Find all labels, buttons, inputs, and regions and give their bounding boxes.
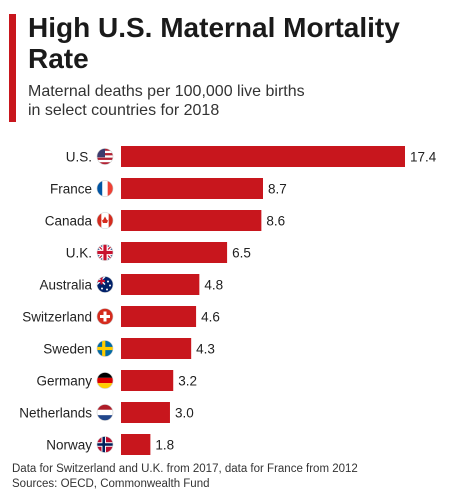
uk-flag-icon	[96, 244, 114, 261]
bar	[121, 146, 405, 167]
bar-row: Canada 8.6	[45, 210, 285, 231]
category-label: Germany	[36, 374, 92, 389]
bar-row: Australia 4.8	[39, 274, 223, 295]
value-label: 8.7	[268, 182, 287, 197]
category-label: Canada	[45, 214, 93, 229]
value-label: 4.3	[196, 342, 215, 357]
bar	[121, 338, 192, 359]
category-label: U.K.	[66, 246, 92, 261]
category-label: Australia	[39, 278, 92, 293]
netherlands-flag-icon	[96, 404, 114, 421]
bar-row: Sweden 4.3	[43, 338, 215, 359]
chart-footer: Data for Switzerland and U.K. from 2017,…	[12, 462, 358, 492]
bar	[121, 306, 197, 327]
value-label: 17.4	[410, 150, 437, 165]
value-label: 3.0	[175, 406, 194, 421]
subtitle-line: in select countries for 2018	[28, 102, 220, 119]
bar	[121, 402, 170, 423]
bar	[121, 210, 262, 231]
bar	[121, 434, 151, 455]
bar-row: Switzerland 4.6	[22, 306, 220, 327]
value-label: 6.5	[232, 246, 251, 261]
value-label: 3.2	[178, 374, 197, 389]
germany-flag-icon	[96, 372, 114, 389]
bar	[121, 274, 200, 295]
bar-row: Norway 1.8	[46, 434, 174, 455]
category-label: France	[50, 182, 92, 197]
value-label: 1.8	[155, 438, 174, 453]
bar	[121, 370, 174, 391]
footnote: Data for Switzerland and U.K. from 2017,…	[12, 463, 358, 475]
value-label: 8.6	[266, 214, 285, 229]
bar	[121, 178, 263, 199]
bar-row: U.S. 17.4	[66, 146, 437, 167]
category-label: Sweden	[43, 342, 92, 357]
bar-chart: U.S. 17.4 France 8.7 Canada 8.6 U.K. 6.5 Austral…	[19, 146, 437, 455]
category-label: U.S.	[66, 150, 92, 165]
category-label: Netherlands	[19, 406, 92, 421]
value-label: 4.6	[201, 310, 220, 325]
title-accent-bar	[9, 14, 16, 122]
chart-title: High U.S. Maternal Mortality Rate	[28, 12, 400, 74]
us-flag-icon	[96, 148, 114, 165]
switzerland-flag-icon	[96, 308, 114, 325]
norway-flag-icon	[96, 436, 114, 453]
sources: Sources: OECD, Commonwealth Fund	[12, 478, 210, 490]
category-label: Switzerland	[22, 310, 92, 325]
category-label: Norway	[46, 438, 92, 453]
bar-row: France 8.7	[50, 178, 287, 199]
bar-row: Netherlands 3.0	[19, 402, 194, 423]
france-flag-icon	[96, 180, 114, 197]
chart-subtitle: Maternal deaths per 100,000 live births …	[28, 82, 438, 120]
sweden-flag-icon	[96, 340, 114, 357]
bar	[121, 242, 228, 263]
bar-row: U.K. 6.5	[66, 242, 251, 263]
subtitle-line: Maternal deaths per 100,000 live births	[28, 83, 305, 100]
value-label: 4.8	[204, 278, 223, 293]
canada-flag-icon	[96, 212, 114, 229]
australia-flag-icon	[96, 276, 114, 293]
bar-row: Germany 3.2	[36, 370, 197, 391]
